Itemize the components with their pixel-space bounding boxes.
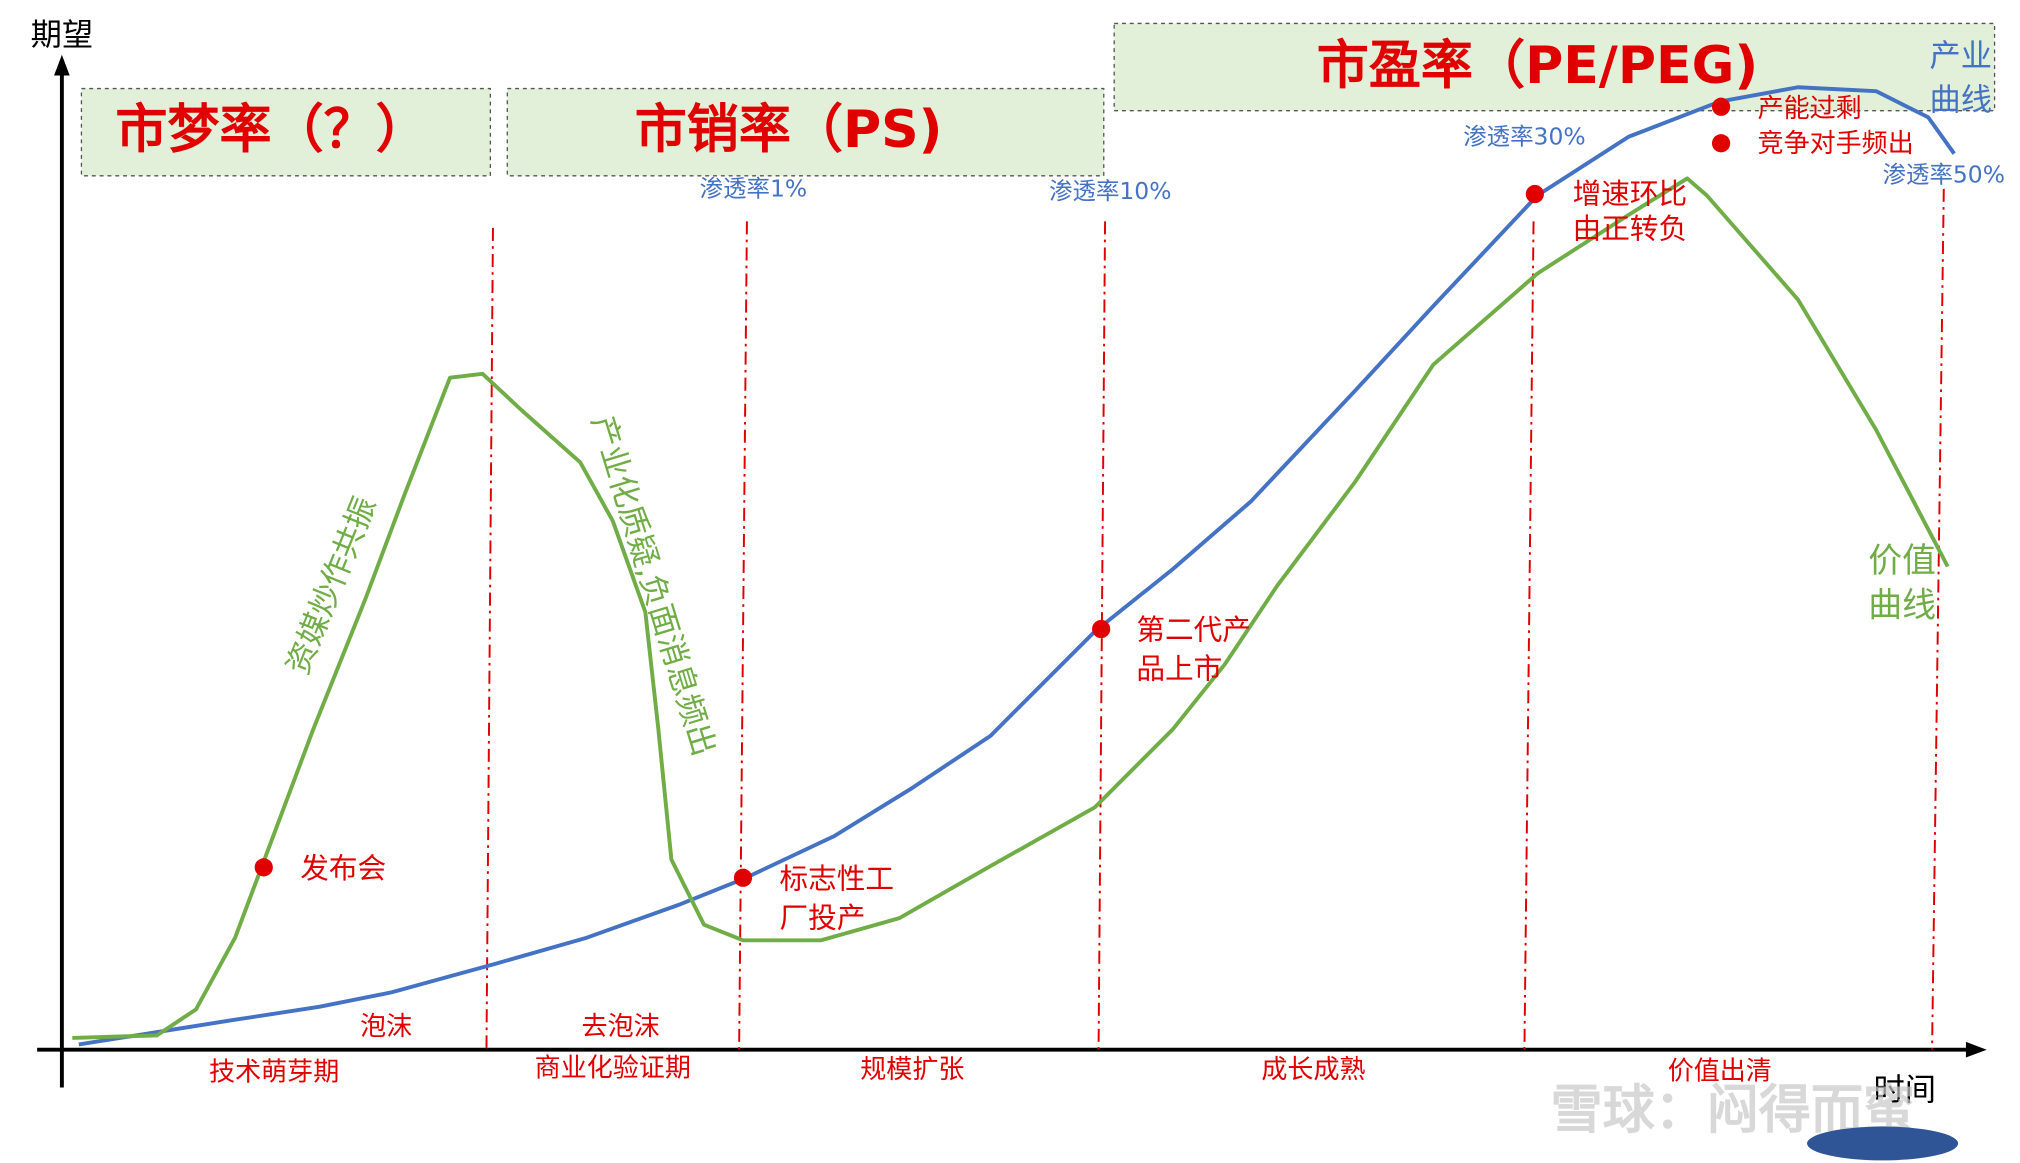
x-axis-label: 时间 [1873, 1072, 1936, 1108]
event-dot [1092, 619, 1111, 639]
event-label: 标志性工 [779, 861, 894, 895]
penetration-label: 渗透率10% [1049, 177, 1171, 205]
phase-box [506, 87, 1105, 177]
penetration-label: 渗透率50% [1883, 160, 2005, 188]
event-label: 竞争对手频出 [1758, 129, 1914, 159]
event-dot [1525, 184, 1544, 204]
annotation: 资媒炒作共振 [280, 492, 384, 679]
stage-label: 技术萌芽期 [209, 1058, 339, 1088]
y-axis-label: 期望 [31, 17, 94, 53]
phase-label: 市销率（PS) [635, 100, 943, 160]
penetration-label: 渗透率30% [1463, 123, 1585, 151]
dividers [485, 188, 1945, 1050]
bubble-label: 泡沫 [360, 1012, 412, 1042]
event-label: 品上市 [1136, 652, 1222, 686]
logo [1807, 1126, 1959, 1161]
event-label: 发布会 [300, 851, 386, 885]
stage-labels: 技术萌芽期 商业化验证期 规模扩张 成长成熟 价值出清 [209, 1054, 1772, 1088]
arrow [54, 54, 70, 76]
event-dot [1711, 97, 1731, 116]
event-label: 由正转负 [1573, 212, 1688, 246]
stage-label: 成长成熟 [1261, 1055, 1365, 1085]
event-label: 增速环比 [1573, 176, 1688, 210]
divider [485, 227, 494, 1050]
divider [1523, 221, 1535, 1050]
event-label: 产能过剩 [1758, 94, 1862, 124]
event-dots [254, 97, 1731, 887]
curve-label: 价值 [1868, 541, 1936, 580]
event-label: 第二代产 [1136, 613, 1251, 647]
phase-box [80, 87, 492, 177]
event-dot [254, 858, 273, 877]
penetration-label: 渗透率1% [700, 175, 807, 203]
curve-label: 曲线 [1929, 83, 1992, 119]
stage-label: 价值出清 [1668, 1056, 1772, 1086]
stage-label: 规模扩张 [860, 1055, 964, 1085]
value-curve [72, 176, 1950, 1040]
event-label: 厂投产 [779, 900, 865, 934]
phase-label: 市盈率（PE/PEG) [1317, 36, 1758, 96]
annotation: 产业化质疑,负面消息频出 [584, 411, 722, 760]
event-labels: 发布会 标志性工 厂投产 第二代产 品上市 增速环比 由正转负 产能过剩 竞争对… [300, 94, 1914, 935]
event-dot [1711, 134, 1731, 153]
bubble-label: 去泡沫 [582, 1012, 660, 1042]
curve-label: 产业 [1929, 38, 1992, 74]
arrow [1965, 1041, 1987, 1058]
divider [1097, 221, 1107, 1050]
stage-label: 商业化验证期 [535, 1054, 691, 1084]
phase-label: 市梦率（？） [115, 100, 427, 160]
event-dot [733, 868, 753, 887]
phase-box [1113, 22, 1996, 112]
curve-label: 曲线 [1868, 585, 1936, 624]
divider [738, 221, 748, 1050]
